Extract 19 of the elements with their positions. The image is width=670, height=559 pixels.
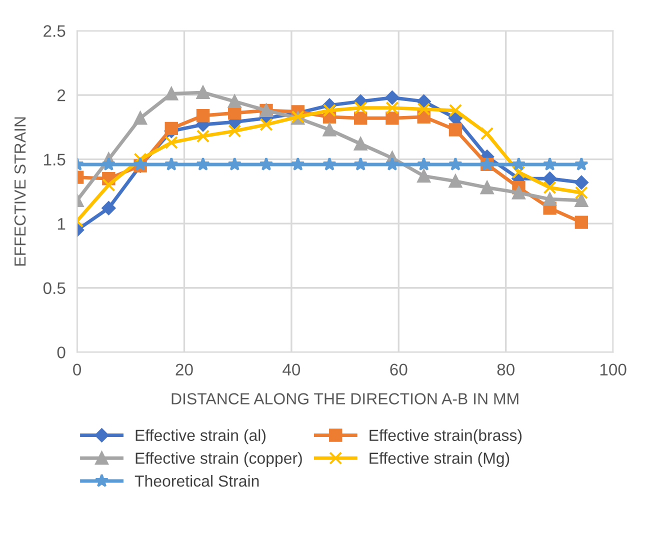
x-tick-label: 0 (73, 364, 82, 376)
x-tick-label: 80 (497, 364, 514, 376)
y-tick-label: 0 (57, 346, 66, 358)
legend-label: Effective strain (al) (136, 429, 266, 444)
x-tick-label: 20 (176, 364, 193, 376)
x-tick-label: 40 (282, 364, 300, 376)
legend-label: Effective strain (Mg) (370, 452, 510, 468)
legend-label: Theoretical Strain (134, 475, 259, 487)
x-axis-title: DISTANCE ALONG THE DIRECTION A-B IN MM (172, 393, 518, 404)
y-axis-title: EFFECTIVE STRAIN (14, 117, 26, 266)
legend-label: Effective strain (copper) (136, 452, 302, 468)
legend-label: Effective strain(brass) (370, 429, 522, 444)
x-tick-label: 100 (600, 364, 626, 376)
y-tick-label: 0.5 (43, 282, 66, 294)
y-tick-label: 1 (58, 218, 66, 230)
x-tick-label: 60 (390, 364, 408, 376)
y-tick-label: 2 (58, 89, 66, 102)
y-tick-label: 1.5 (44, 154, 66, 166)
y-tick-label: 2.5 (44, 25, 66, 37)
